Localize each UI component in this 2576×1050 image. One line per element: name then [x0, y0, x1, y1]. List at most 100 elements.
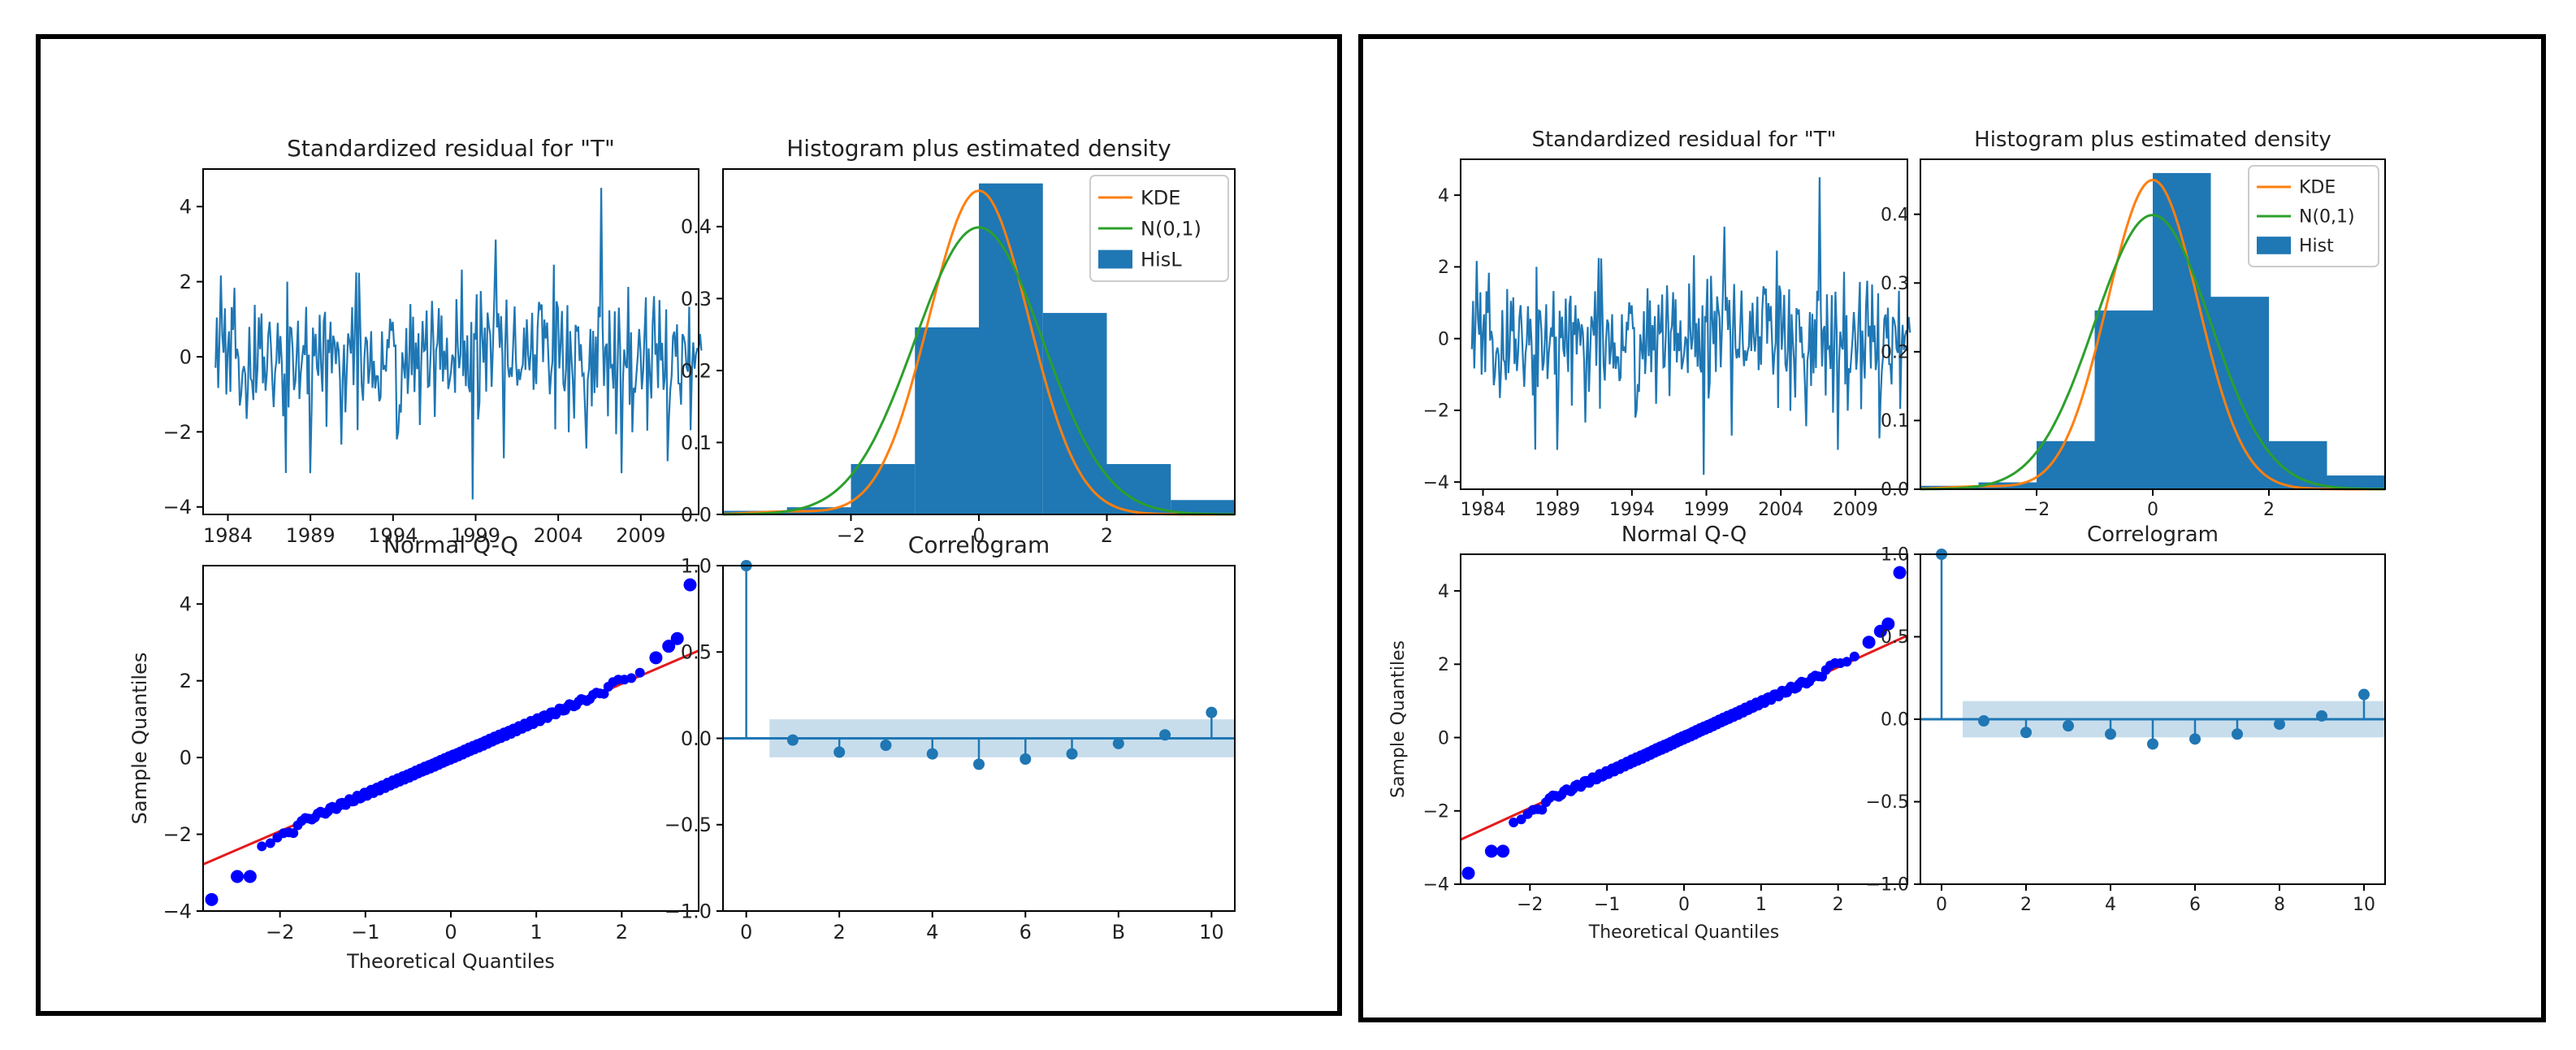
qq-point	[1881, 617, 1895, 631]
y-tick-label: 1.0	[681, 554, 712, 577]
x-tick-label: 2009	[616, 524, 665, 547]
x-tick-label: 2004	[1758, 500, 1803, 520]
qq-point	[599, 688, 609, 699]
x-tick-label: −1	[1594, 895, 1620, 915]
x-tick-label: 0	[444, 921, 457, 944]
x-tick-label: −1	[351, 921, 379, 944]
acf-marker	[2189, 733, 2201, 745]
x-tick-label: 1994	[368, 524, 418, 547]
acf-marker	[973, 758, 985, 770]
x-tick-label: 2	[1833, 895, 1844, 915]
x-tick-label: 1994	[1609, 500, 1655, 520]
acf-marker	[2063, 720, 2074, 732]
y-tick-label: 0	[1438, 329, 1449, 349]
histogram-bar	[1042, 313, 1107, 514]
x-tick-label: B	[1112, 921, 1125, 944]
qq-point	[649, 651, 663, 665]
qq-point	[683, 578, 697, 592]
x-tick-label: 6	[1020, 921, 1032, 944]
histogram-bar	[2153, 172, 2211, 489]
y-tick-label: 0.3	[1881, 274, 1909, 294]
subplot-title: Histogram plus estimated density	[786, 135, 1171, 162]
qq-point	[265, 838, 275, 848]
axes-frame	[1460, 553, 1908, 885]
histogram-bar	[851, 464, 916, 514]
x-tick-label: 2	[833, 921, 846, 944]
qq-point	[231, 870, 245, 883]
x-tick-label: 1	[530, 921, 543, 944]
x-tick-label: 1999	[451, 524, 500, 547]
legend-label: KDE	[1141, 186, 1180, 209]
acf-marker	[1112, 737, 1124, 749]
x-tick-label: 1999	[1684, 500, 1730, 520]
residual-series-line	[214, 188, 703, 500]
qq-plot: 4 2 0 −2 −4 −2 −1 0 1 2 Normal Q-Q Theoretical Quan…	[1388, 523, 1908, 943]
qq-point	[1516, 814, 1526, 825]
qq-point	[626, 673, 637, 683]
histogram-bar	[915, 327, 979, 514]
acf-marker	[2147, 738, 2158, 750]
qq-y-axis-label: Sample Quantiles	[128, 653, 151, 825]
y-tick-label: 0	[1438, 728, 1449, 748]
x-tick-label: −2	[1517, 895, 1543, 915]
qq-x-axis-label: Theoretical Quantiles	[346, 950, 555, 973]
y-tick-label: −0.5	[1866, 792, 1909, 813]
x-tick-label: 1989	[1535, 500, 1580, 520]
acf-marker	[1206, 706, 1218, 718]
qq-x-axis-label: Theoretical Quantiles	[1588, 922, 1779, 943]
y-tick-label: 0.1	[1881, 411, 1909, 432]
y-tick-label: 0	[180, 747, 192, 770]
y-tick-label: 4	[1438, 582, 1449, 602]
x-tick-label: 1989	[286, 524, 336, 547]
x-tick-label: 0	[972, 524, 985, 547]
qq-point	[1849, 651, 1859, 662]
x-tick-label: 10	[1199, 921, 1224, 944]
x-tick-label: 1984	[203, 524, 253, 547]
qq-point	[1893, 566, 1907, 579]
y-tick-label: 4	[180, 196, 192, 219]
y-tick-label: −4	[1423, 473, 1449, 493]
histogram-bar	[2269, 440, 2327, 489]
histogram-bar	[2210, 297, 2269, 489]
acf-marker	[1159, 729, 1171, 741]
x-tick-label: −2	[2024, 500, 2050, 520]
histogram-plot: 0.4 0.3 0.2 0.1 0.0 −2 0 2 Histogram plus estima…	[681, 135, 1236, 547]
x-tick-label: 0	[740, 921, 752, 944]
histogram-legend: KDE N(0,1) HisL	[1089, 175, 1229, 282]
y-tick-label: −2	[1423, 801, 1449, 822]
acf-marker	[2274, 718, 2285, 731]
qq-point	[1461, 866, 1475, 880]
y-tick-label: 0.2	[681, 359, 712, 382]
x-tick-label: 4	[926, 921, 938, 944]
histogram-legend: KDE N(0,1) Hist	[2248, 165, 2379, 267]
normal-density-curve	[1920, 214, 2385, 491]
qq-point	[1842, 657, 1852, 667]
legend-label: HisL	[1141, 248, 1182, 271]
y-tick-label: 0.4	[1881, 205, 1909, 225]
x-tick-label: 1984	[1461, 500, 1506, 520]
residual-plot: 4 2 0 −2 −4 1984 1989 1994 1999 2004 2009 Standardi…	[1423, 128, 1911, 520]
acf-marker	[833, 746, 846, 758]
y-tick-label: 2	[180, 670, 192, 692]
residual-series-line	[1470, 177, 1911, 475]
y-tick-label: 0.5	[681, 641, 712, 664]
subplot-title: Correlogram	[908, 532, 1050, 558]
y-tick-label: 0.1	[681, 432, 712, 454]
subplot-title: Correlogram	[2087, 523, 2219, 547]
y-tick-label: 0.0	[1881, 710, 1909, 731]
y-tick-label: −4	[163, 900, 192, 922]
qq-point	[1862, 636, 1876, 649]
y-tick-label: 0.0	[681, 503, 712, 526]
qq-point	[1537, 805, 1548, 815]
qq-point	[634, 667, 645, 678]
qq-point	[243, 870, 257, 883]
x-tick-label: 10	[2353, 895, 2375, 915]
y-tick-label: 4	[180, 593, 192, 616]
y-tick-label: −2	[163, 823, 192, 846]
y-tick-label: 4	[1438, 186, 1449, 206]
acf-marker	[926, 748, 938, 760]
y-tick-label: −1.0	[1866, 875, 1909, 896]
axes-frame	[202, 168, 699, 515]
legend-swatch	[2257, 236, 2291, 254]
